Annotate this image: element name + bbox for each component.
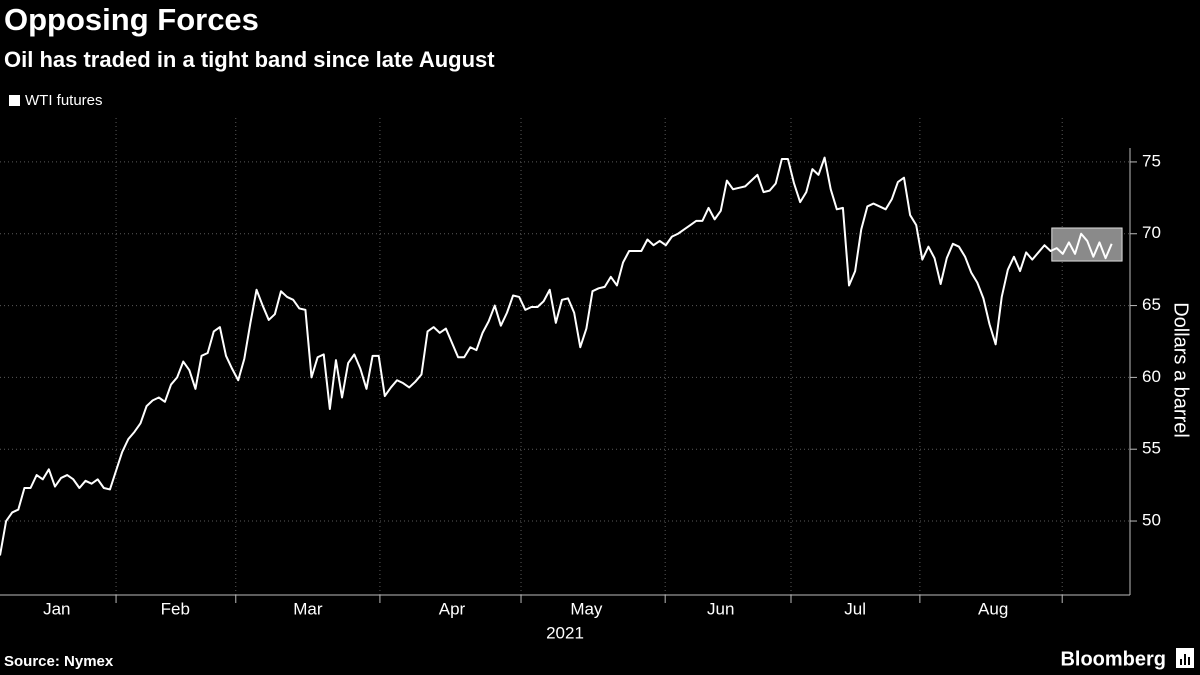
series-line (0, 156, 1113, 556)
y-tick-label: 75 (1142, 151, 1161, 170)
y-tick-label: 65 (1142, 295, 1161, 314)
x-year-label: 2021 (546, 623, 584, 642)
x-tick-label: Feb (161, 599, 190, 618)
y-tick-label: 55 (1142, 439, 1161, 458)
legend-swatch (9, 95, 20, 106)
chart-subtitle: Oil has traded in a tight band since lat… (4, 47, 495, 72)
x-tick-label: Apr (439, 599, 466, 618)
source: Source: Nymex (4, 653, 114, 670)
y-tick-label: 50 (1142, 511, 1161, 530)
chart-title: Opposing Forces (4, 2, 259, 37)
x-tick-label: Jun (707, 599, 734, 618)
x-tick-label: Aug (978, 599, 1008, 618)
y-tick-label: 70 (1142, 223, 1161, 242)
x-tick-label: Jan (43, 599, 70, 618)
legend-label: WTI futures (25, 92, 103, 109)
x-tick-label: Jul (844, 599, 866, 618)
y-tick-label: 60 (1142, 367, 1161, 386)
brand-icon (1176, 648, 1194, 668)
x-tick-label: May (570, 599, 603, 618)
brand: Bloomberg (1060, 648, 1166, 670)
y-axis-label: Dollars a barrel (1170, 302, 1192, 438)
x-tick-label: Mar (293, 599, 323, 618)
